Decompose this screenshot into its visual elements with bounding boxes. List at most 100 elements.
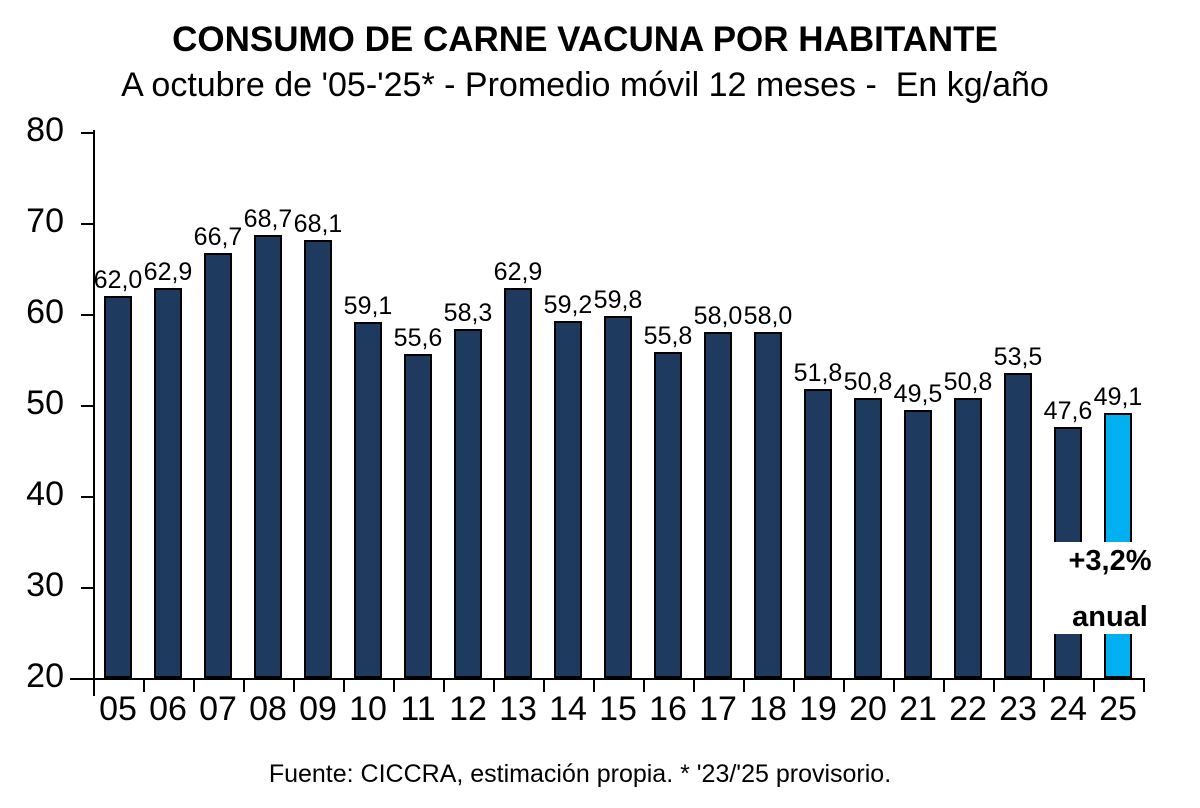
x-axis-tick [593,678,595,692]
source-note: Fuente: CICCRA, estimación propia. * '23… [268,760,892,788]
y-axis-tick [81,132,93,134]
bar [754,332,782,678]
bar-value-label: 49,5 [893,379,943,408]
x-axis-category-label: 25 [1099,690,1137,728]
bar-value-label: 59,8 [593,285,643,314]
bar-value-label: 59,1 [343,292,393,321]
bar [1004,373,1032,678]
bar [354,322,382,678]
bar-value-label: 55,6 [393,324,443,353]
x-axis-category-label: 16 [649,690,687,728]
x-axis-tick [843,678,845,692]
bar [804,388,832,678]
growth-annotation-unit: anual [1072,600,1148,633]
y-axis-tick [81,587,93,589]
y-axis-tick [81,405,93,407]
x-axis-tick [393,678,395,692]
y-axis-tick-label: 60 [26,292,64,331]
x-axis-tick [993,678,995,692]
bar [154,287,182,678]
bar [504,287,532,678]
bar-value-label: 66,7 [193,223,243,252]
x-axis-tick [693,678,695,692]
y-axis-line [93,130,95,696]
x-axis-tick [243,678,245,692]
x-axis-category-label: 13 [499,690,537,728]
bar-value-label: 50,8 [943,367,993,396]
x-axis-tick [543,678,545,692]
bar-value-label: 58,0 [743,302,793,331]
bar [454,329,482,678]
bar [554,321,582,678]
x-axis-category-label: 06 [149,690,187,728]
bar-value-label: 68,7 [243,204,293,233]
y-axis-tick [81,496,93,498]
x-axis-category-label: 19 [799,690,837,728]
x-axis-category-label: 08 [249,690,287,728]
x-axis-category-label: 20 [849,690,887,728]
x-axis-tick [1143,678,1145,692]
bar [604,315,632,678]
x-axis-category-label: 22 [949,690,987,728]
x-axis-category-label: 23 [999,690,1037,728]
bar-value-label: 58,3 [443,299,493,328]
y-axis-tick [81,314,93,316]
bar-value-label: 62,0 [93,265,143,294]
x-axis-category-label: 17 [699,690,737,728]
bar-value-label: 62,9 [143,257,193,286]
x-axis-tick [343,678,345,692]
x-axis-tick [893,678,895,692]
bar-value-label: 62,9 [493,257,543,286]
x-axis-tick [293,678,295,692]
x-axis-category-label: 18 [749,690,787,728]
y-axis-tick-label: 20 [26,656,64,695]
x-axis-category-label: 10 [349,690,387,728]
bar [954,397,982,678]
y-axis-tick-label: 30 [26,565,64,604]
bar [254,234,282,678]
growth-annotation: +3,2% anual [1042,542,1178,634]
bar [204,253,232,678]
bar [704,332,732,678]
bar [654,352,682,678]
bar-value-label: 68,1 [293,210,343,239]
x-axis-tick [493,678,495,692]
x-axis-category-label: 14 [549,690,587,728]
x-axis-category-label: 15 [599,690,637,728]
y-axis-tick [81,223,93,225]
x-axis-category-label: 21 [899,690,937,728]
bar [904,409,932,678]
y-axis-tick-label: 70 [26,201,64,240]
growth-annotation-rate: +3,2% [1068,545,1152,577]
bar-value-label: 50,8 [843,367,893,396]
x-axis-category-label: 09 [299,690,337,728]
x-axis-category-label: 05 [99,690,137,728]
x-axis-category-label: 07 [199,690,237,728]
bar-value-label: 49,1 [1093,383,1143,412]
bar-value-label: 51,8 [793,358,843,387]
y-axis-tick-label: 50 [26,383,64,422]
bar [104,295,132,678]
bar-value-label: 55,8 [643,322,693,351]
x-axis-tick [1043,678,1045,692]
y-axis-tick-label: 80 [26,110,64,149]
bar [854,397,882,678]
x-axis-tick [643,678,645,692]
x-axis-category-label: 11 [400,690,436,728]
x-axis-tick [443,678,445,692]
chart-subtitle: A octubre de '05-'25* - Promedio móvil 1… [121,66,1049,104]
x-axis-category-label: 12 [449,690,487,728]
bar-value-label: 59,2 [543,291,593,320]
x-axis-tick [1093,678,1095,692]
bar [404,354,432,678]
x-axis-tick [193,678,195,692]
x-axis-category-label: 24 [1049,690,1087,728]
bar [304,240,332,678]
y-axis-tick-label: 40 [26,474,64,513]
x-axis-line [70,678,1143,680]
bar-value-label: 53,5 [993,343,1043,372]
x-axis-tick [143,678,145,692]
bar-value-label: 47,6 [1043,396,1093,425]
x-axis-tick [943,678,945,692]
